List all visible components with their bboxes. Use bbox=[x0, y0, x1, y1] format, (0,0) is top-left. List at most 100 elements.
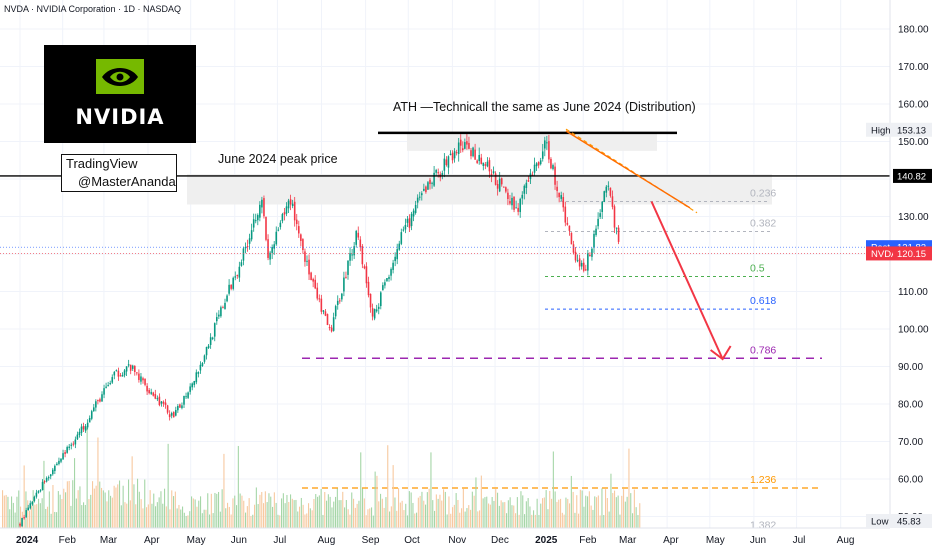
volume-bar bbox=[407, 515, 409, 528]
candle-body bbox=[408, 218, 411, 228]
volume-bar bbox=[540, 503, 542, 528]
volume-bar bbox=[498, 505, 500, 528]
candle-body bbox=[580, 262, 583, 267]
candle-body bbox=[37, 491, 40, 493]
candle-body bbox=[416, 197, 419, 203]
volume-bar bbox=[158, 497, 160, 528]
volume-bar bbox=[104, 492, 106, 528]
candle-body bbox=[140, 376, 142, 382]
candle-body bbox=[109, 383, 111, 385]
candle-body bbox=[97, 400, 99, 402]
volume-bar bbox=[216, 493, 218, 528]
volume-bar bbox=[54, 511, 56, 528]
volume-bar bbox=[500, 500, 502, 528]
candle-body bbox=[99, 399, 101, 402]
volume-bar bbox=[257, 504, 259, 528]
candle-body bbox=[82, 426, 85, 430]
volume-bar bbox=[495, 489, 497, 528]
candle-body bbox=[373, 309, 376, 319]
resistance-tag-value: 140.82 bbox=[897, 171, 926, 182]
volume-bar bbox=[464, 511, 466, 528]
volume-bar bbox=[169, 509, 171, 528]
candle-body bbox=[496, 183, 499, 189]
candle-body bbox=[209, 337, 212, 345]
candle-body bbox=[533, 164, 536, 173]
volume-bar bbox=[65, 492, 67, 528]
candle-body bbox=[462, 148, 464, 151]
volume-bar bbox=[633, 489, 635, 528]
volume-bar bbox=[295, 499, 297, 528]
time-axis-tick: 2024 bbox=[16, 535, 39, 546]
volume-bar bbox=[461, 508, 463, 528]
candle-body bbox=[476, 160, 478, 163]
volume-bar bbox=[538, 514, 540, 528]
volume-bar bbox=[356, 503, 358, 528]
volume-bar bbox=[435, 494, 437, 528]
candle-body bbox=[211, 337, 214, 339]
volume-bar bbox=[315, 494, 317, 528]
volume-bar bbox=[507, 500, 509, 528]
symbol-tag-label: NVDA bbox=[871, 249, 898, 260]
volume-bar bbox=[57, 491, 59, 528]
candle-body bbox=[365, 266, 368, 284]
volume-bar bbox=[320, 488, 322, 528]
candle-body bbox=[597, 218, 599, 227]
volume-bar bbox=[133, 484, 135, 528]
candle-body bbox=[281, 214, 284, 222]
volume-bar bbox=[484, 497, 486, 528]
volume-bar bbox=[471, 491, 473, 528]
candle-body bbox=[404, 224, 407, 230]
candle-body bbox=[113, 371, 116, 376]
volume-bar bbox=[563, 514, 565, 528]
candle-body bbox=[587, 253, 589, 271]
volume-bar bbox=[572, 491, 574, 528]
candle-body bbox=[300, 234, 302, 241]
volume-bar bbox=[142, 508, 144, 528]
candle-body bbox=[90, 411, 93, 419]
volume-bar bbox=[448, 496, 450, 528]
volume-bar bbox=[228, 506, 230, 528]
volume-bar bbox=[18, 490, 20, 528]
time-axis-tick: Jun bbox=[231, 535, 247, 546]
volume-bar bbox=[432, 500, 434, 528]
candle-body bbox=[220, 307, 222, 317]
volume-bar bbox=[581, 490, 583, 528]
candle-body bbox=[341, 293, 343, 300]
volume-bar bbox=[117, 484, 119, 528]
candle-body bbox=[322, 310, 325, 312]
candle-body bbox=[572, 244, 575, 253]
candle-body bbox=[343, 277, 345, 292]
candle-body bbox=[330, 327, 333, 332]
candle-body bbox=[328, 327, 331, 329]
volume-bar bbox=[558, 499, 560, 528]
candle-body bbox=[349, 253, 351, 261]
volume-bar bbox=[255, 487, 257, 528]
volume-bar bbox=[336, 488, 338, 528]
volume-bar bbox=[592, 509, 594, 528]
volume-bar bbox=[203, 509, 205, 528]
volume-bar bbox=[524, 514, 526, 528]
watermark-line-2: @MasterAnanda bbox=[78, 174, 176, 189]
volume-bar bbox=[198, 500, 200, 528]
volume-bar bbox=[27, 500, 29, 528]
volume-bar bbox=[423, 500, 425, 528]
volume-bar bbox=[128, 479, 130, 528]
volume-bar bbox=[518, 514, 520, 528]
volume-bar bbox=[358, 500, 360, 528]
volume-bar bbox=[470, 509, 472, 528]
candle-body bbox=[478, 155, 480, 162]
candle-body bbox=[119, 375, 122, 377]
volume-bar bbox=[527, 498, 529, 528]
volume-bar bbox=[171, 490, 173, 528]
volume-bar bbox=[414, 513, 416, 528]
symbol-tag-label-bg bbox=[866, 246, 893, 261]
volume-bar bbox=[614, 490, 616, 528]
volume-bar bbox=[3, 495, 5, 528]
candle-body bbox=[64, 452, 66, 454]
volume-bar bbox=[279, 515, 281, 528]
time-axis-tick: Apr bbox=[663, 535, 679, 546]
candle-body bbox=[168, 414, 171, 418]
time-axis-tick: Mar bbox=[100, 535, 118, 546]
candle-body bbox=[49, 474, 52, 477]
